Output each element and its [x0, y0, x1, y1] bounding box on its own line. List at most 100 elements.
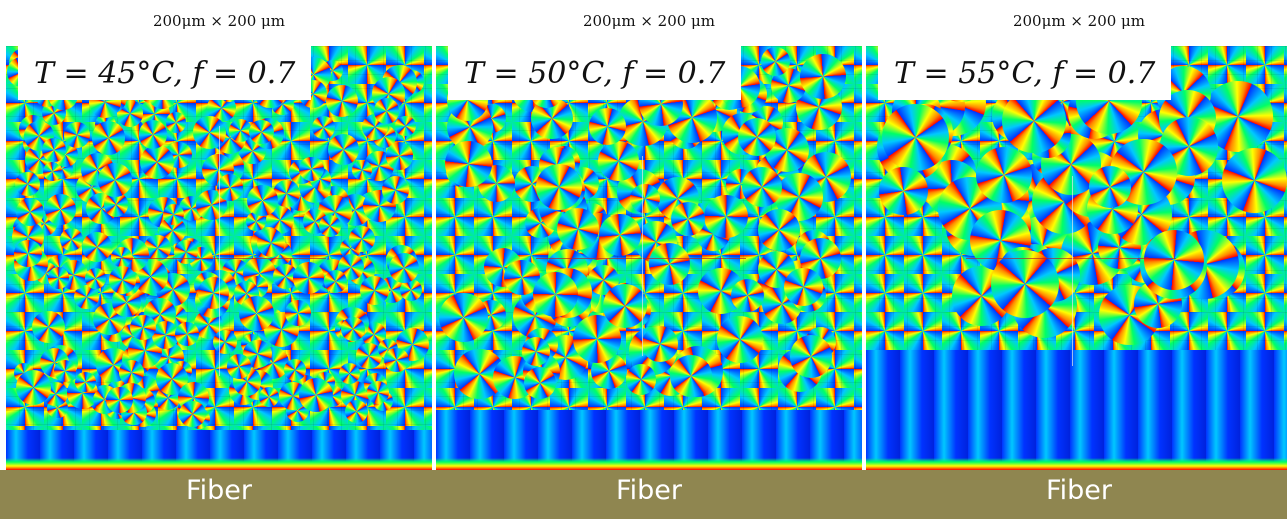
- spherulite-grain: [82, 231, 113, 262]
- spherulite-grain: [389, 252, 420, 283]
- spherulite-grain: [400, 278, 423, 302]
- spherulite-grain: [106, 386, 134, 414]
- fiber-label: Fiber: [616, 475, 682, 506]
- spherulite-grain: [338, 362, 361, 385]
- spherulite-grain: [384, 347, 409, 373]
- spherulite-grain: [374, 98, 400, 124]
- spherulite-grain: [299, 156, 324, 182]
- spherulite-grain: [111, 246, 133, 268]
- spherulite-grain: [283, 359, 307, 382]
- spherulite-grain: [599, 213, 641, 256]
- spherulite-grain: [216, 173, 244, 201]
- spherulite-grain: [598, 140, 640, 182]
- spherulite-grain: [212, 329, 238, 355]
- spherulite-grain: [625, 364, 657, 395]
- spherulite-grain: [42, 161, 63, 182]
- spherulite-grain: [327, 133, 359, 166]
- spherulite-grain: [326, 85, 359, 118]
- fiber-strip: [0, 470, 1287, 519]
- spherulite-grain: [163, 204, 185, 226]
- spherulite-grain: [438, 293, 489, 343]
- spherulite-grain: [742, 167, 783, 208]
- spherulite-grain: [445, 140, 492, 187]
- spherulite-grain: [356, 343, 382, 369]
- spherulite-grain: [226, 354, 252, 379]
- phase-field-simulation: [6, 46, 432, 470]
- spherulite-grain: [351, 159, 373, 180]
- spherulite-grain: [670, 201, 705, 236]
- spherulite-grain: [91, 120, 126, 155]
- spherulite-grain: [344, 399, 368, 424]
- guide-line-horizontal: [116, 258, 326, 259]
- spherulite-grain: [737, 117, 777, 156]
- guide-line-vertical: [219, 126, 220, 376]
- spherulite-grain: [533, 271, 579, 317]
- spherulite-grain: [98, 162, 133, 197]
- spherulite-grain: [630, 183, 660, 213]
- spherulite-grain: [16, 369, 52, 405]
- scale-label: 200μm × 200 μm: [152, 12, 286, 30]
- spherulite-grain: [15, 198, 44, 226]
- fiber-label: Fiber: [186, 475, 252, 506]
- spherulite-grain: [523, 366, 557, 400]
- spherulite-grain: [298, 378, 334, 413]
- spherulite-grain: [521, 337, 551, 366]
- guide-line-horizontal: [966, 258, 1176, 259]
- guide-line-vertical: [1072, 176, 1073, 366]
- spherulite-grain: [256, 228, 286, 258]
- spherulite-grain: [138, 120, 168, 149]
- spherulite-grain: [47, 266, 70, 289]
- spherulite-grain: [386, 142, 414, 170]
- spherulite-grain: [323, 269, 348, 294]
- phase-field-simulation: [436, 46, 862, 470]
- spherulite-grain: [881, 103, 950, 172]
- spherulite-grain: [879, 166, 928, 215]
- spherulite-grain: [588, 108, 626, 146]
- spherulite-grain: [228, 118, 252, 142]
- guide-line-horizontal: [536, 258, 746, 259]
- spherulite-grain: [648, 243, 691, 285]
- grain-pattern: [6, 46, 432, 470]
- panel-45c: 200μm × 200 μm T = 45°C, f = 0.7: [6, 0, 432, 470]
- spherulite-grain: [348, 225, 375, 252]
- spherulite-grain: [173, 239, 198, 264]
- spherulite-grain: [75, 371, 96, 393]
- spherulite-grain: [395, 115, 416, 137]
- spherulite-grain: [670, 355, 712, 397]
- spherulite-grain: [318, 214, 341, 237]
- spherulite-grain: [108, 266, 137, 294]
- spherulite-grain: [731, 278, 765, 312]
- spherulite-grain: [247, 185, 278, 216]
- spherulite-grain: [800, 53, 846, 100]
- spherulite-grain: [1221, 147, 1287, 213]
- spherulite-grain: [789, 335, 833, 378]
- spherulite-grain: [246, 211, 266, 232]
- spherulite-grain: [60, 228, 84, 252]
- transcrystalline-zone: [866, 350, 1287, 470]
- spherulite-grain: [238, 296, 274, 332]
- spherulite-grain: [360, 275, 390, 305]
- spherulite-grain: [1089, 166, 1132, 208]
- spherulite-grain: [642, 326, 678, 362]
- scale-label: 200μm × 200 μm: [1012, 12, 1146, 30]
- spherulite-grain: [249, 119, 274, 144]
- spherulite-grain: [556, 207, 600, 251]
- spherulite-grain: [139, 144, 175, 180]
- transcrystalline-zone: [6, 430, 432, 470]
- spherulite-grain: [130, 314, 156, 340]
- spherulite-grain: [312, 116, 336, 140]
- spherulite-grain: [197, 277, 230, 310]
- spherulite-grain: [761, 47, 790, 76]
- spherulite-grain: [381, 176, 410, 204]
- spherulite-grain: [165, 111, 187, 133]
- spherulite-grain: [603, 284, 648, 329]
- panel-55c: 200μm × 200 μm T = 55°C, f = 0.7: [866, 0, 1287, 470]
- transcrystalline-zone: [436, 410, 862, 470]
- condition-label: T = 55°C, f = 0.7: [878, 46, 1172, 100]
- spherulite-grain: [285, 300, 311, 327]
- spherulite-grain: [193, 116, 226, 149]
- fiber-label: Fiber: [1046, 475, 1112, 506]
- spherulite-grain: [118, 360, 144, 386]
- spherulite-grain: [14, 239, 42, 268]
- phase-field-simulation: [866, 46, 1287, 470]
